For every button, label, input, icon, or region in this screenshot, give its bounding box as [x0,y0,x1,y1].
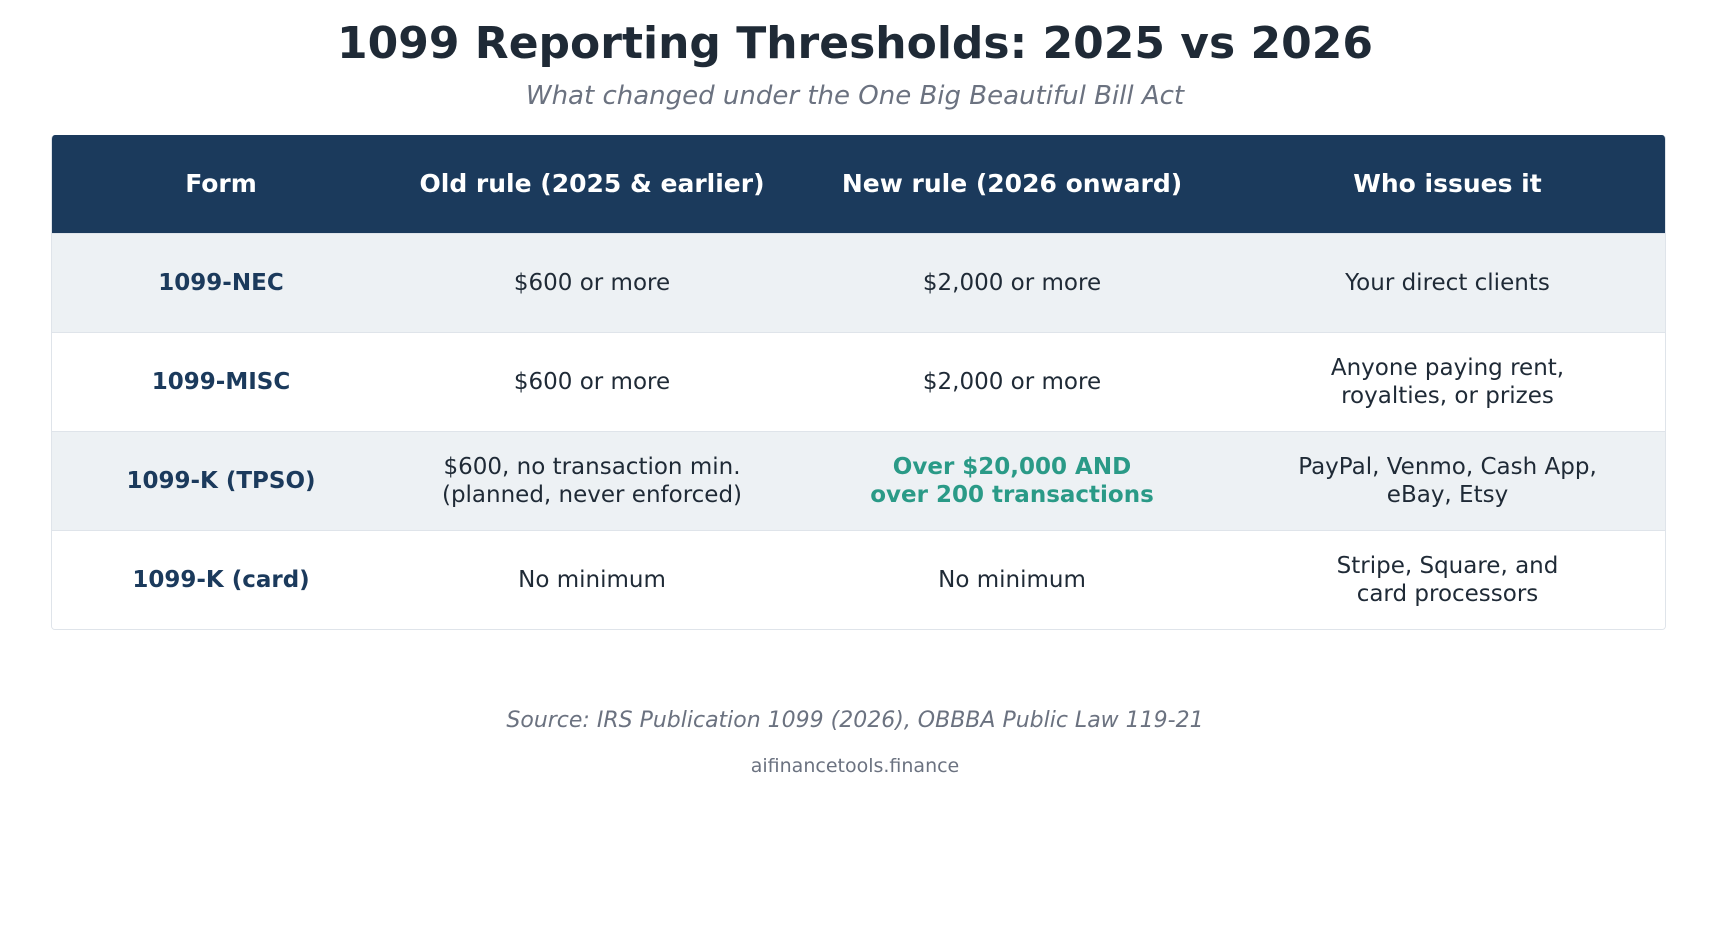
issuer-cell: Stripe, Square, and card processors [1336,553,1559,607]
table-header-row: Form Old rule (2025 & earlier) New rule … [52,135,1665,233]
table-row: 1099-K (TPSO) $600, no transaction min. … [52,431,1665,530]
form-cell: 1099-K (TPSO) [126,468,316,494]
new-rule-cell: No minimum [938,567,1086,593]
thresholds-table: Form Old rule (2025 & earlier) New rule … [51,135,1666,630]
table-row: 1099-NEC $600 or more $2,000 or more You… [52,233,1665,332]
old-rule-cell: $600 or more [513,270,671,296]
site-credit: aifinancetools.finance [750,755,960,777]
old-rule-cell: No minimum [518,567,666,593]
new-rule-cell: $2,000 or more [922,369,1102,395]
issuer-cell: Anyone paying rent, royalties, or prizes [1330,355,1565,409]
table-row: 1099-MISC $600 or more $2,000 or more An… [52,332,1665,431]
column-header-form: Form [185,169,257,198]
form-cell: 1099-K (card) [132,567,310,593]
new-rule-cell-highlight: Over $20,000 AND over 200 transactions [870,454,1154,508]
page-subtitle: What changed under the One Big Beautiful… [525,81,1185,111]
column-header-issuer: Who issues it [1353,169,1542,198]
issuer-cell: Your direct clients [1345,270,1550,296]
old-rule-cell: $600 or more [513,369,671,395]
issuer-cell: PayPal, Venmo, Cash App, eBay, Etsy [1298,454,1597,508]
new-rule-cell: $2,000 or more [922,270,1102,296]
page-title: 1099 Reporting Thresholds: 2025 vs 2026 [337,18,1373,69]
source-note: Source: IRS Publication 1099 (2026), OBB… [506,708,1204,733]
form-cell: 1099-NEC [158,270,284,296]
old-rule-cell: $600, no transaction min. (planned, neve… [441,454,743,508]
column-header-new-rule: New rule (2026 onward) [841,169,1183,198]
table-row: 1099-K (card) No minimum No minimum Stri… [52,530,1665,629]
column-header-old-rule: Old rule (2025 & earlier) [419,169,765,198]
form-cell: 1099-MISC [151,369,291,395]
